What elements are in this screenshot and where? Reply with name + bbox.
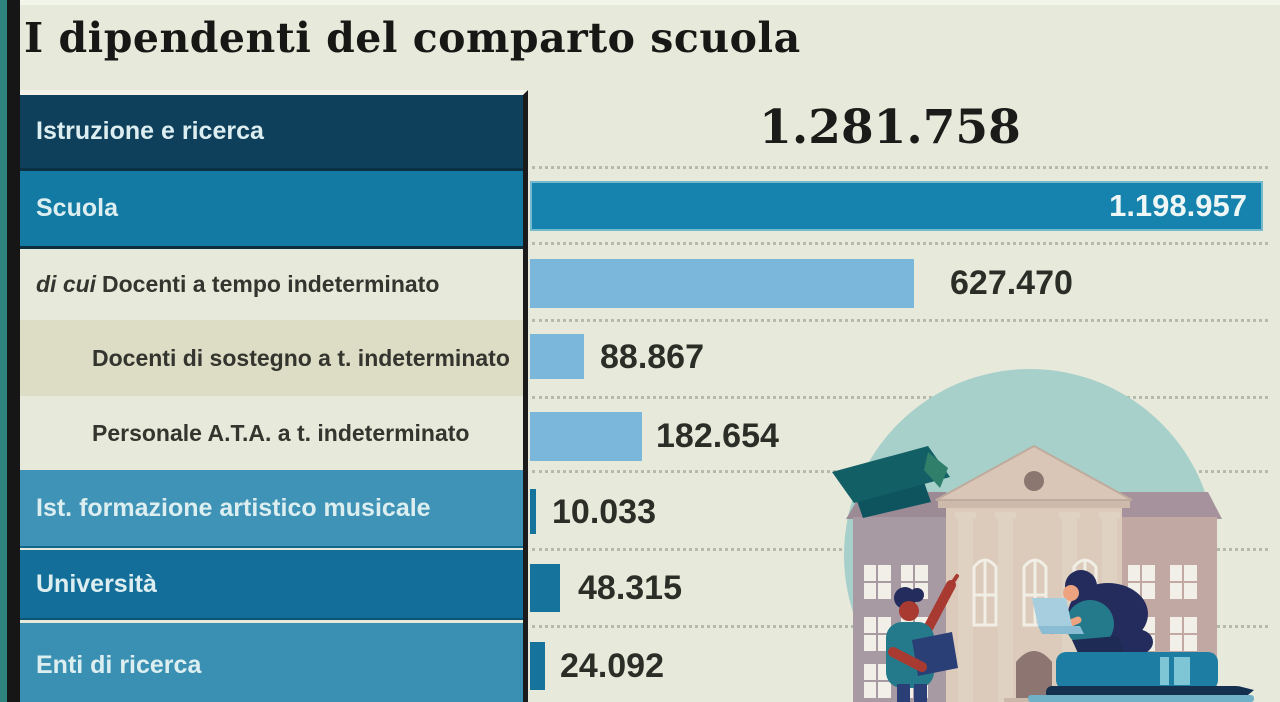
row-separator bbox=[532, 242, 1268, 245]
door bbox=[1016, 651, 1052, 702]
value-ist-formazione-artistico-musicale: 10.033 bbox=[552, 493, 656, 531]
label-enti-di-ricerca: Enti di ricerca bbox=[36, 650, 202, 679]
row-docenti-tempo-indeterminato: di cui Docenti a tempo indeterminato bbox=[20, 249, 523, 320]
bar-universita bbox=[530, 564, 560, 612]
row-docenti-sostegno: Docenti di sostegno a t. indeterminato bbox=[20, 320, 523, 396]
category-panel: Istruzione e ricerca Scuola di cui Docen… bbox=[20, 90, 528, 702]
value-istruzione-e-ricerca: 1.281.758 bbox=[759, 100, 1021, 155]
row-separator bbox=[532, 396, 1268, 399]
value-universita: 48.315 bbox=[578, 569, 682, 607]
value-docenti-tempo-indeterminato: 627.470 bbox=[950, 264, 1073, 302]
row-separator bbox=[532, 166, 1268, 169]
label-personale-ata: Personale A.T.A. a t. indeterminato bbox=[92, 419, 470, 446]
label-docenti-tempo-indeterminato: Docenti a tempo indeterminato bbox=[102, 271, 440, 297]
bar-enti-di-ricerca bbox=[530, 642, 545, 690]
label-docenti-sostegno: Docenti di sostegno a t. indeterminato bbox=[92, 344, 510, 371]
school-illustration bbox=[832, 369, 1254, 702]
label-di-cui: di cui bbox=[36, 271, 97, 297]
bar-ist-formazione-artistico-musicale bbox=[530, 489, 536, 534]
row-ist-formazione-artistico-musicale: Ist. formazione artistico musicale bbox=[20, 470, 523, 548]
stack-of-books bbox=[1028, 652, 1254, 702]
value-scuola: 1.198.957 bbox=[1109, 188, 1247, 223]
label-scuola: Scuola bbox=[36, 194, 118, 222]
value-docenti-sostegno: 88.867 bbox=[600, 338, 704, 376]
row-separator bbox=[532, 319, 1268, 322]
row-istruzione-e-ricerca: Istruzione e ricerca bbox=[20, 95, 523, 168]
bar-docenti-tempo-indeterminato bbox=[530, 259, 914, 308]
value-enti-di-ricerca: 24.092 bbox=[560, 647, 664, 685]
row-scuola: Scuola bbox=[20, 168, 523, 249]
label-ist-formazione-artistico-musicale: Ist. formazione artistico musicale bbox=[36, 493, 431, 522]
frame-top-edge bbox=[0, 0, 1280, 5]
frame-left-green-edge bbox=[0, 0, 7, 702]
label-istruzione-e-ricerca: Istruzione e ricerca bbox=[36, 117, 264, 145]
page-title: I dipendenti del comparto scuola bbox=[24, 14, 801, 62]
row-universita: Università bbox=[20, 550, 523, 620]
value-personale-ata: 182.654 bbox=[656, 417, 779, 455]
label-universita: Università bbox=[36, 569, 157, 598]
man-pointing-with-book bbox=[886, 574, 959, 702]
graduation-cap-icon bbox=[832, 446, 950, 518]
row-enti-di-ricerca: Enti di ricerca bbox=[20, 623, 523, 702]
row-personale-ata: Personale A.T.A. a t. indeterminato bbox=[20, 396, 523, 470]
bar-scuola: 1.198.957 bbox=[530, 181, 1263, 231]
frame-left-black-edge bbox=[7, 0, 20, 702]
bar-personale-ata bbox=[530, 412, 642, 461]
bar-docenti-sostegno bbox=[530, 334, 584, 379]
